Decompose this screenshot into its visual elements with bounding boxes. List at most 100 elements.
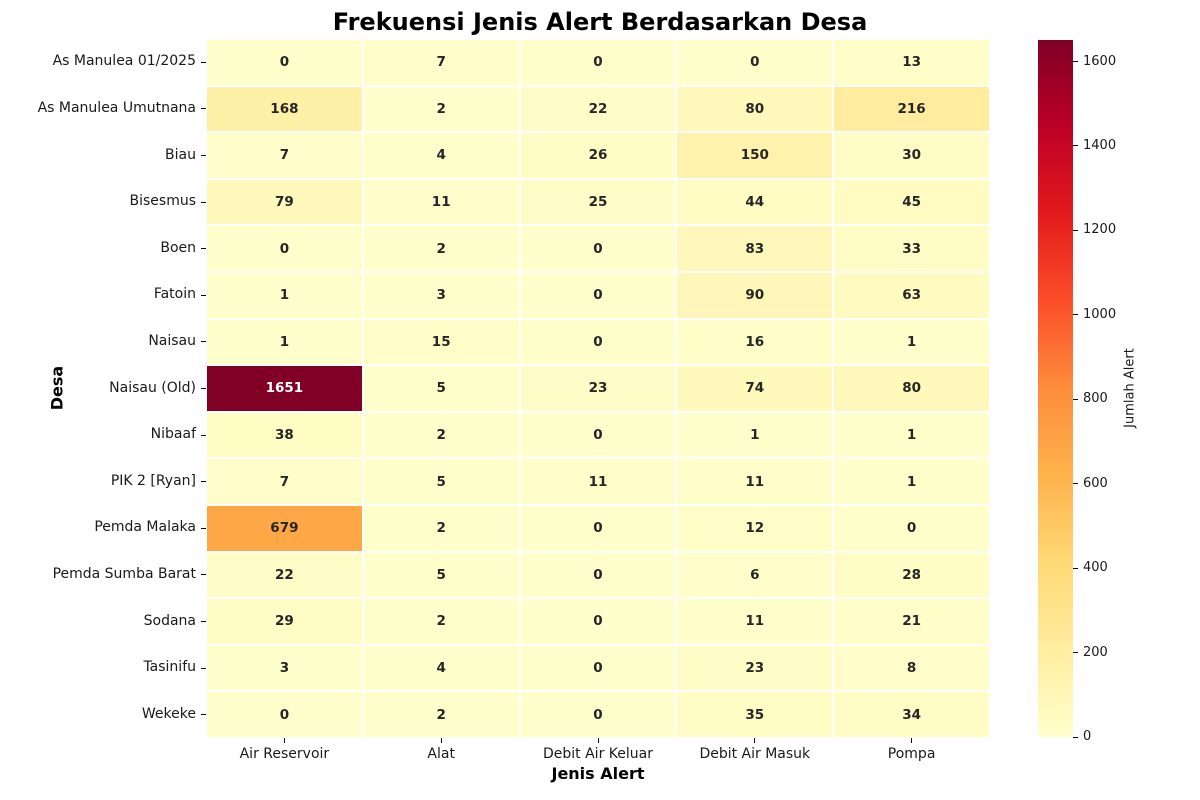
y-tick-mark [201,388,206,389]
x-tick-mark [597,738,599,743]
heatmap-cell: 1 [677,412,833,458]
heatmap-cell: 0 [207,40,362,85]
heatmap-cell: 23 [677,645,833,691]
y-tick-mark [201,527,206,529]
heatmap-cell: 2 [363,86,519,132]
heatmap-cell: 150 [677,133,833,178]
heatmap-cell: 4 [363,133,519,178]
colorbar-tick-mark [1073,483,1078,485]
colorbar-tick-mark [1073,652,1078,654]
x-tick-mark [440,738,442,743]
heatmap-cell: 0 [834,506,989,551]
heatmap-cell: 1 [207,273,362,318]
heatmap-cell: 0 [520,226,676,271]
heatmap-cell: 16 [677,319,833,365]
y-tick-mark [201,108,206,110]
y-tick-mark [201,294,206,296]
y-tick-label: As Manulea 01/2025 [52,53,196,70]
heatmap-cell: 2 [363,692,519,737]
heatmap-cell: 13 [834,40,989,85]
x-tick-label: Pompa [887,746,936,762]
colorbar-gradient [1038,40,1073,737]
y-tick-mark [201,341,206,343]
y-tick-mark [201,61,206,63]
heatmap-cell: 5 [363,459,519,504]
heatmap-cell: 1 [834,412,989,458]
colorbar-tick-label: 1000 [1083,306,1117,322]
x-tick-label: Debit Air Keluar [543,746,653,762]
heatmap-cell: 3 [363,273,519,318]
colorbar-tick-label: 200 [1083,644,1108,660]
heatmap-cell: 1 [834,459,989,504]
heatmap-cell: 2 [363,412,519,458]
heatmap-cell: 28 [834,552,989,598]
heatmap-cell: 2 [363,599,519,644]
heatmap-cell: 80 [677,86,833,132]
heatmap-cell: 4 [363,645,519,691]
heatmap-cell: 11 [520,459,676,504]
colorbar-tick-mark [1073,314,1078,316]
heatmap-cell: 22 [207,552,362,598]
heatmap-cell: 11 [363,179,519,225]
y-tick-mark [201,574,206,576]
heatmap-cell: 5 [363,552,519,598]
heatmap-cell: 29 [207,599,362,644]
colorbar-label: Jumlah Alert [1122,348,1138,428]
heatmap-cell: 679 [207,506,362,551]
heatmap-cell: 30 [834,133,989,178]
colorbar-tick-label: 0 [1083,729,1092,744]
heatmap-cell: 6 [677,552,833,598]
y-tick-label: Bisesmus [129,193,197,210]
y-tick-label: Pemda Sumba Barat [52,565,196,582]
heatmap-cell: 0 [520,273,676,318]
y-tick-mark [201,621,206,622]
heatmap-cell: 45 [834,179,989,225]
heatmap-cell: 0 [207,692,362,737]
x-tick-mark [283,738,285,743]
colorbar-tick-label: 1400 [1083,137,1117,153]
heatmap-cell: 0 [520,319,676,365]
y-tick-label: Tasinifu [143,659,196,676]
chart-title: Frekuensi Jenis Alert Berdasarkan Desa [332,8,868,36]
heatmap-cell: 7 [207,459,362,504]
y-tick-mark [201,434,206,436]
x-tick-label: Debit Air Masuk [699,746,811,762]
colorbar-tick-label: 1200 [1083,222,1117,238]
heatmap-cell: 3 [207,645,362,691]
x-tick-label: Air Reservoir [239,746,330,762]
heatmap-cell: 21 [834,599,989,644]
heatmap-cell: 216 [834,86,989,132]
colorbar-tick-mark [1073,61,1078,63]
y-tick-mark [201,155,206,156]
y-tick-mark [201,714,206,716]
heatmap-cell: 1 [207,319,362,365]
y-tick-label: Fatoin [153,286,196,303]
heatmap-cell: 11 [677,459,833,504]
heatmap-cell: 0 [520,412,676,458]
y-tick-label: Biau [165,146,196,163]
heatmap-cell: 22 [520,86,676,132]
heatmap-cell: 0 [207,226,362,271]
heatmap-cell: 0 [520,40,676,85]
heatmap-cell: 168 [207,86,362,132]
heatmap-cell: 44 [677,179,833,225]
colorbar-tick-mark [1073,229,1078,231]
heatmap-cell: 2 [363,506,519,551]
heatmap-cell: 33 [834,226,989,271]
heatmap-cell: 83 [677,226,833,271]
y-tick-label: Sodana [143,612,196,629]
heatmap-cell: 26 [520,133,676,178]
colorbar-tick-mark [1073,145,1078,147]
heatmap-cell: 80 [834,366,989,411]
colorbar-tick-label: 400 [1083,560,1108,576]
heatmap-cell: 23 [520,366,676,411]
heatmap-cell: 7 [363,40,519,85]
x-tick-mark [754,738,756,743]
y-tick-mark [201,201,206,203]
heatmap-cell: 1 [834,319,989,365]
heatmap-cell: 5 [363,366,519,411]
heatmap-cell: 25 [520,179,676,225]
y-tick-label: PIK 2 [Ryan] [110,472,196,489]
heatmap-cell: 90 [677,273,833,318]
